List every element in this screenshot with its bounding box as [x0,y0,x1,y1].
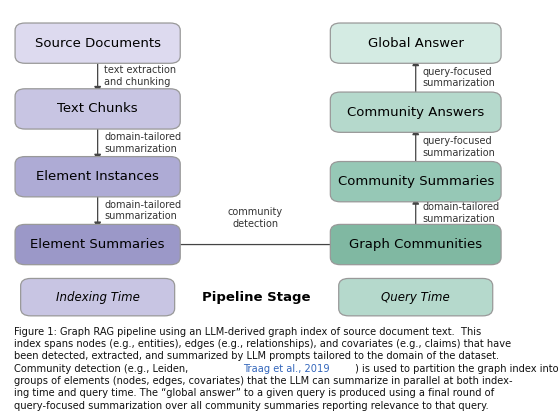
FancyBboxPatch shape [330,162,501,202]
FancyBboxPatch shape [339,279,493,316]
Text: Figure 1: Graph RAG pipeline using an LLM-derived graph index of source document: Figure 1: Graph RAG pipeline using an LL… [14,327,481,337]
Text: Element Summaries: Element Summaries [30,238,165,251]
Text: ing time and query time. The “global answer” to a given query is produced using : ing time and query time. The “global ans… [14,388,494,398]
Text: Pipeline Stage: Pipeline Stage [203,291,311,304]
FancyBboxPatch shape [15,224,180,265]
Text: groups of elements (nodes, edges, covariates) that the LLM can summarize in para: groups of elements (nodes, edges, covari… [14,376,513,386]
Text: index spans nodes (e.g., entities), edges (e.g., relationships), and covariates : index spans nodes (e.g., entities), edge… [14,339,511,349]
FancyBboxPatch shape [15,157,180,197]
Text: Text Chunks: Text Chunks [57,102,138,115]
FancyBboxPatch shape [330,23,501,63]
Text: Global Answer: Global Answer [368,37,464,50]
Text: query-focused summarization over all community summaries reporting relevance to : query-focused summarization over all com… [14,401,489,411]
Text: Graph Communities: Graph Communities [349,238,482,251]
FancyBboxPatch shape [15,89,180,129]
Text: Element Instances: Element Instances [36,170,159,183]
Text: domain-tailored
summarization: domain-tailored summarization [104,200,181,222]
Text: domain-tailored
summarization: domain-tailored summarization [104,132,181,154]
Text: text extraction
and chunking: text extraction and chunking [104,65,176,87]
Text: query-focused
summarization: query-focused summarization [422,67,496,88]
Text: query-focused
summarization: query-focused summarization [422,136,496,158]
FancyBboxPatch shape [330,92,501,132]
Text: been detected, extracted, and summarized by LLM prompts tailored to the domain o: been detected, extracted, and summarized… [14,351,499,361]
Text: Community Summaries: Community Summaries [338,175,494,188]
Text: Source Documents: Source Documents [35,37,161,50]
Text: Community Answers: Community Answers [347,106,484,119]
FancyBboxPatch shape [21,279,175,316]
Text: community
detection: community detection [228,207,283,229]
FancyBboxPatch shape [330,224,501,265]
Text: Indexing Time: Indexing Time [56,291,140,304]
Text: Query Time: Query Time [381,291,450,304]
FancyBboxPatch shape [15,23,180,63]
Text: ) is used to partition the graph index into: ) is used to partition the graph index i… [354,364,558,374]
Text: Traag et al., 2019: Traag et al., 2019 [243,364,329,374]
Text: Community detection (e.g., Leiden,: Community detection (e.g., Leiden, [14,364,191,374]
Text: domain-tailored
summarization: domain-tailored summarization [422,202,499,224]
